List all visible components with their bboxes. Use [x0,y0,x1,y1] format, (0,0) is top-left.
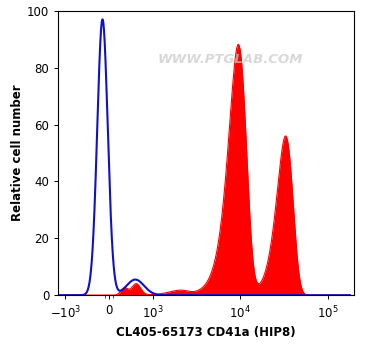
X-axis label: CL405-65173 CD41a (HIP8): CL405-65173 CD41a (HIP8) [116,327,296,339]
Y-axis label: Relative cell number: Relative cell number [11,85,24,221]
Text: WWW.PTGLAB.COM: WWW.PTGLAB.COM [157,53,303,66]
